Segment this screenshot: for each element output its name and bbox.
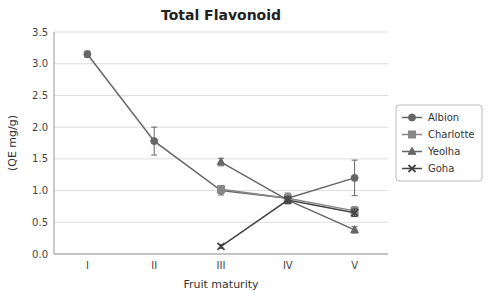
legend-label: Goha [428, 163, 454, 174]
series-line [221, 162, 355, 230]
y-tick-label: 0.0 [32, 249, 48, 260]
point [284, 197, 291, 204]
point [84, 51, 91, 58]
error-bar [218, 186, 224, 195]
y-axis [54, 32, 55, 254]
legend-marker [408, 147, 416, 154]
error-bar [285, 193, 291, 203]
error-bar [218, 185, 224, 193]
series [218, 185, 359, 215]
point [351, 174, 358, 181]
grid-line [54, 95, 388, 96]
y-tick-label: 2.5 [32, 90, 48, 101]
legend-label: Yeolha [427, 146, 460, 157]
series [218, 197, 359, 250]
error-bar [151, 127, 157, 155]
legend-marker [409, 131, 416, 138]
legend-marker [409, 114, 416, 121]
series [84, 51, 358, 204]
x-tick-label: I [86, 260, 89, 271]
y-tick-label: 1.0 [32, 185, 48, 196]
grid-line [54, 127, 388, 128]
legend: Albion Charlotte Yeolha Goha [396, 105, 482, 181]
series [217, 158, 358, 233]
title: Total Flavonoid [161, 7, 281, 23]
x-tick-label: V [351, 260, 358, 271]
point [351, 209, 358, 216]
legend-label: Charlotte [428, 129, 474, 140]
point [284, 196, 292, 203]
point [351, 226, 359, 233]
y-axis-label: (QE mg/g) [6, 115, 19, 171]
series-line [221, 189, 355, 211]
x-tick-label: IV [283, 260, 293, 271]
point [218, 243, 225, 250]
grid-line [54, 63, 388, 64]
point [151, 138, 158, 145]
error-bar [218, 158, 224, 166]
y-tick-label: 1.5 [32, 153, 48, 164]
grid-line [54, 32, 388, 33]
series-line [221, 200, 355, 246]
point [218, 186, 225, 193]
y-tick-label: 3.5 [32, 27, 48, 38]
legend-label: Albion [428, 112, 459, 123]
error-bar [285, 194, 291, 203]
legend-frame [396, 105, 482, 181]
legend-marker [409, 165, 416, 172]
grid-line [54, 254, 388, 255]
point [217, 158, 225, 165]
data [84, 51, 359, 250]
x-tick-label: II [151, 260, 157, 271]
y-tick-label: 2.0 [32, 122, 48, 133]
error-bar [352, 160, 358, 196]
y-tick-label: 0.5 [32, 217, 48, 228]
series-line [87, 54, 354, 198]
error-bar [84, 51, 90, 57]
x-tick-label: III [217, 260, 226, 271]
x-axis-label: Fruit maturity [183, 278, 259, 291]
error-bar [285, 197, 291, 203]
error-bar [352, 209, 358, 217]
y-tick-label: 3.0 [32, 58, 48, 69]
grid [54, 32, 388, 254]
x-axis [54, 254, 388, 255]
background [0, 0, 488, 296]
chart: 0.00.51.01.52.02.53.03.5IIIIIIIVVTotal F… [0, 0, 488, 296]
